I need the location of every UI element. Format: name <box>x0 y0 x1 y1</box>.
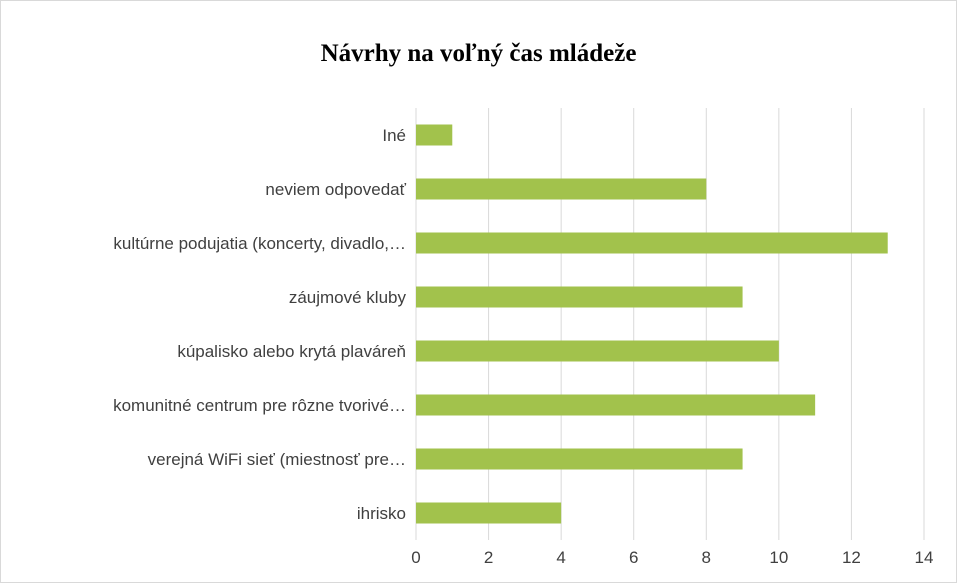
category-label: záujmové kluby <box>289 288 407 307</box>
x-tick-label: 4 <box>556 548 565 567</box>
bar <box>416 448 743 470</box>
chart-title: Návrhy na voľný čas mládeže <box>320 40 637 67</box>
bar <box>416 394 816 416</box>
x-tick-label: 2 <box>484 548 493 567</box>
bar <box>416 286 743 308</box>
x-tick-label: 0 <box>411 548 420 567</box>
x-tick-label: 6 <box>629 548 638 567</box>
category-label: Iné <box>382 126 406 145</box>
bar <box>416 232 888 254</box>
bar <box>416 178 707 200</box>
category-labels: Iné neviem odpovedať kultúrne podujatia (k… <box>113 126 407 523</box>
grid-lines <box>415 108 925 540</box>
category-label: verejná WiFi sieť (miestnosť pre… <box>148 450 406 469</box>
x-tick-label: 10 <box>769 548 788 567</box>
category-label: kúpalisko alebo krytá plaváreň <box>177 342 406 361</box>
x-tick-label: 8 <box>702 548 711 567</box>
category-label: neviem odpovedať <box>265 180 406 199</box>
category-label: kultúrne podujatia (koncerty, divadlo,… <box>113 234 406 253</box>
x-tick-labels: 0 2 4 6 8 10 12 14 <box>411 548 933 567</box>
category-label: komunitné centrum pre rôzne tvorivé… <box>113 396 406 415</box>
bar <box>416 124 453 146</box>
bar <box>416 340 779 362</box>
category-label: ihrisko <box>357 504 406 523</box>
bar <box>416 502 562 524</box>
x-tick-label: 12 <box>842 548 861 567</box>
bars <box>416 124 888 524</box>
x-tick-label: 14 <box>915 548 934 567</box>
